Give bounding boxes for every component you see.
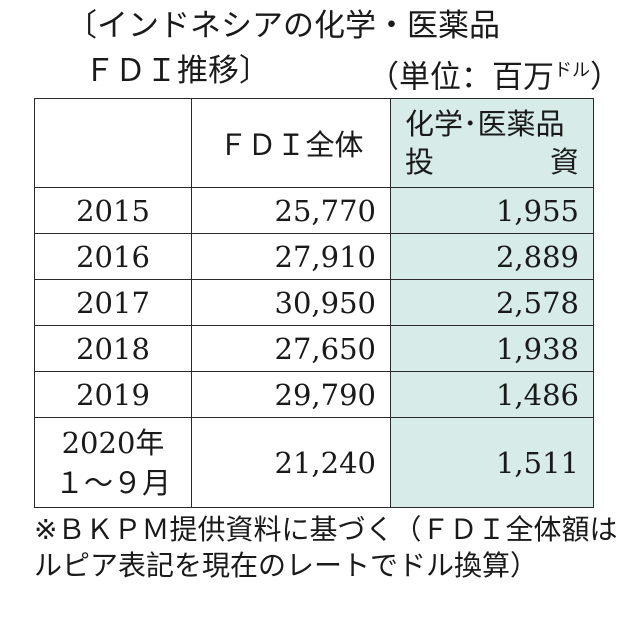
table-row: 2020年 １～９月 21,240 1,511 [34, 417, 594, 508]
source-note: ※ＢＫＰＭ提供資料に基づく（ＦＤＩ全体額はルピア表記を現在のレートでドル換算） [34, 513, 618, 582]
fdi-total-cell: 27,650 [191, 325, 391, 372]
year-line2: １～９月 [54, 465, 171, 500]
unit-label: （単位：百万ドル） [368, 51, 621, 97]
fdi-total-cell: 25,770 [191, 187, 391, 234]
chem-investment-cell: 1,511 [390, 417, 594, 508]
unit-prefix: （単位：百万 [368, 59, 554, 96]
table-row: 2017 30,950 2,578 [34, 279, 594, 326]
table-row: 2015 25,770 1,955 [34, 187, 594, 234]
unit-small: ドル [554, 60, 590, 81]
chem-investment-cell: 1,938 [390, 325, 594, 372]
header-chem-line2-a: 投 [405, 145, 435, 179]
chem-investment-cell: 1,955 [390, 187, 594, 234]
header-fdi-total: ＦＤＩ全体 [191, 98, 391, 188]
year-cell: 2019 [34, 371, 192, 418]
chem-investment-cell: 2,578 [390, 279, 594, 326]
table-row: 2019 29,790 1,486 [34, 371, 594, 418]
header-year [34, 98, 192, 188]
fdi-total-cell: 27,910 [191, 233, 391, 280]
header-chem-investment: 化学･医薬品 投資 [390, 98, 594, 188]
year-cell: 2018 [34, 325, 192, 372]
unit-suffix: ） [590, 59, 621, 96]
year-cell: 2017 [34, 279, 192, 326]
fdi-table: ＦＤＩ全体 化学･医薬品 投資 2015 25,770 1,955 2016 2… [34, 98, 594, 508]
table-row: 2018 27,650 1,938 [34, 325, 594, 372]
year-cell: 2015 [34, 187, 192, 234]
header-chem-line2: 投資 [405, 143, 579, 181]
header-chem-line1: 化学･医薬品 [405, 107, 565, 141]
header-chem-line2-b: 資 [549, 145, 579, 179]
fdi-total-cell: 21,240 [191, 417, 391, 508]
table-header-row: ＦＤＩ全体 化学･医薬品 投資 [34, 98, 594, 188]
table-row: 2016 27,910 2,889 [34, 233, 594, 280]
chem-investment-cell: 1,486 [390, 371, 594, 418]
table-title-line2: ＦＤＩ推移〕 [84, 53, 270, 89]
table-title-line1: 〔インドネシアの化学・医薬品 [66, 8, 500, 44]
fdi-total-cell: 29,790 [191, 371, 391, 418]
year-cell: 2020年 １～９月 [34, 417, 192, 508]
year-cell: 2016 [34, 233, 192, 280]
fdi-total-cell: 30,950 [191, 279, 391, 326]
year-line1: 2020年 [61, 425, 165, 460]
chem-investment-cell: 2,889 [390, 233, 594, 280]
